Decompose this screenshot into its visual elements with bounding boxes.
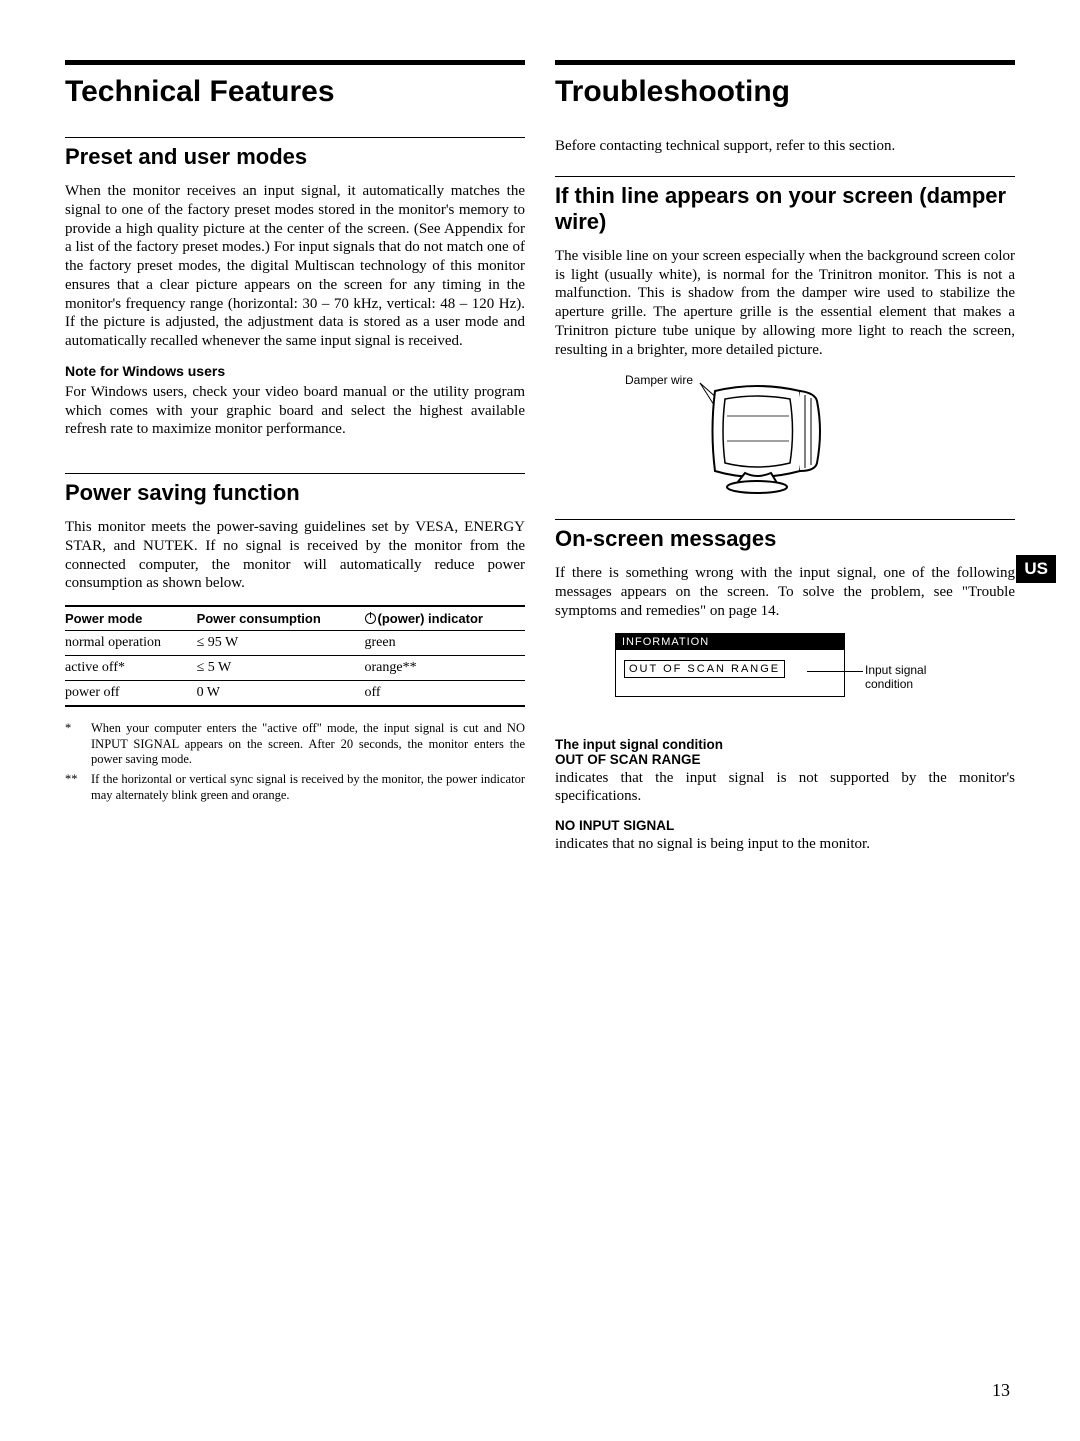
td: green	[365, 631, 526, 656]
table-row: normal operation ≤ 95 W green	[65, 631, 525, 656]
page-columns: Technical Features Preset and user modes…	[65, 60, 1015, 866]
rule-thin	[65, 473, 525, 474]
subhead-damper-wire: If thin line appears on your screen (dam…	[555, 183, 1015, 235]
footnote-mark: **	[65, 772, 91, 803]
condition-name: NO INPUT SIGNAL	[555, 818, 1015, 833]
td: off	[365, 681, 526, 707]
th-power-consumption: Power consumption	[197, 606, 365, 631]
paragraph: Before contacting technical support, ref…	[555, 137, 1015, 156]
td: 0 W	[197, 681, 365, 707]
paragraph: indicates that no signal is being input …	[555, 835, 1015, 854]
osd-message: OUT OF SCAN RANGE	[624, 660, 785, 678]
footnote: ** If the horizontal or vertical sync si…	[65, 772, 525, 803]
osd-figure: INFORMATION OUT OF SCAN RANGE Input sign…	[615, 633, 1015, 723]
footnotes: * When your computer enters the "active …	[65, 721, 525, 803]
th-power-mode: Power mode	[65, 606, 197, 631]
condition-heading: The input signal condition	[555, 737, 1015, 752]
subhead-onscreen-messages: On-screen messages	[555, 526, 1015, 552]
damper-wire-figure: Damper wire	[555, 371, 1015, 501]
subhead-preset-user-modes: Preset and user modes	[65, 144, 525, 170]
rule-thin	[555, 176, 1015, 177]
left-column: Technical Features Preset and user modes…	[65, 60, 525, 866]
monitor-icon	[645, 371, 925, 501]
table-row: active off* ≤ 5 W orange**	[65, 656, 525, 681]
paragraph: indicates that the input signal is not s…	[555, 769, 1015, 807]
language-tab-us: US	[1016, 555, 1056, 583]
rule-thick	[555, 60, 1015, 65]
rule-thick	[65, 60, 525, 65]
rule-thin	[555, 519, 1015, 520]
osd-annotation: Input signalcondition	[865, 663, 926, 692]
note-heading: Note for Windows users	[65, 363, 525, 379]
table-row: power off 0 W off	[65, 681, 525, 707]
td: orange**	[365, 656, 526, 681]
osd-title: INFORMATION	[616, 634, 844, 650]
leader-line	[807, 671, 863, 672]
page-number: 13	[992, 1380, 1010, 1401]
power-icon	[365, 613, 376, 624]
heading-troubleshooting: Troubleshooting	[555, 75, 1015, 109]
paragraph: If there is something wrong with the inp…	[555, 564, 1015, 620]
footnote-text: If the horizontal or vertical sync signa…	[91, 772, 525, 803]
td: power off	[65, 681, 197, 707]
footnote-text: When your computer enters the "active of…	[91, 721, 525, 768]
osd-box: INFORMATION OUT OF SCAN RANGE	[615, 633, 845, 697]
rule-thin	[65, 137, 525, 138]
footnote-mark: *	[65, 721, 91, 768]
heading-technical-features: Technical Features	[65, 75, 525, 109]
footnote: * When your computer enters the "active …	[65, 721, 525, 768]
condition-name: OUT OF SCAN RANGE	[555, 752, 1015, 767]
paragraph: For Windows users, check your video boar…	[65, 383, 525, 439]
th-power-indicator: (power) indicator	[365, 606, 526, 631]
power-table: Power mode Power consumption (power) ind…	[65, 605, 525, 707]
td: active off*	[65, 656, 197, 681]
paragraph: The visible line on your screen especial…	[555, 247, 1015, 360]
td: ≤ 95 W	[197, 631, 365, 656]
paragraph: This monitor meets the power-saving guid…	[65, 518, 525, 593]
td: normal operation	[65, 631, 197, 656]
subhead-power-saving: Power saving function	[65, 480, 525, 506]
paragraph: When the monitor receives an input signa…	[65, 182, 525, 351]
th-text: (power) indicator	[378, 611, 483, 626]
right-column: Troubleshooting Before contacting techni…	[555, 60, 1015, 866]
td: ≤ 5 W	[197, 656, 365, 681]
